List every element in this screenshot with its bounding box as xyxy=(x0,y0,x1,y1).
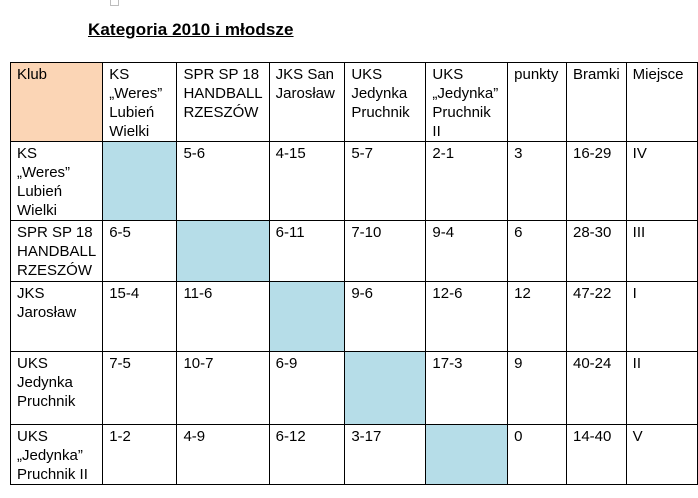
row-club-line: Wielki xyxy=(17,202,57,219)
row-club-line: Jedynka xyxy=(17,374,73,391)
header-team-line: KS xyxy=(109,66,130,83)
points-cell: 12 xyxy=(507,281,567,352)
table-row: KS „Weres” Lubień Wielki 5-6 4-15 5-7 2-… xyxy=(9,141,698,221)
row-club: UKS Jedynka Pruchnik xyxy=(9,351,104,425)
header-team-line: „Weres” xyxy=(109,85,163,102)
result-cell: 6-12 xyxy=(268,424,346,485)
place-cell: IV xyxy=(625,141,698,221)
row-club-line: Lubień xyxy=(17,183,63,200)
place-cell: III xyxy=(625,220,698,282)
header-team-line: JKS San xyxy=(275,66,335,83)
result-cell: 4-9 xyxy=(176,424,270,485)
goals-cell: 47-22 xyxy=(565,281,627,352)
result-cell: 9-6 xyxy=(344,281,427,352)
place-cell: II xyxy=(625,351,698,425)
place-cell: V xyxy=(625,424,698,485)
result-cell: 10-7 xyxy=(176,351,270,425)
header-team: JKS San Jarosław xyxy=(268,62,346,142)
result-cell: 17-3 xyxy=(425,351,509,425)
table-row: JKS Jarosław 15-4 11-6 9-6 12-6 12 47-22… xyxy=(9,281,698,352)
header-team-line: Pruchnik xyxy=(432,104,491,121)
result-cell: 6-5 xyxy=(102,220,178,282)
header-team-line: Jedynka xyxy=(351,85,408,102)
points-cell: 6 xyxy=(507,220,567,282)
result-cell: 1-2 xyxy=(102,424,178,485)
header-goals: Bramki xyxy=(565,62,627,142)
row-club-line: „Jedynka” xyxy=(17,447,83,464)
row-club-line: UKS xyxy=(17,428,48,445)
row-club-line: SPR SP 18 xyxy=(17,224,93,241)
table-header-row: Klub KS „Weres” Lubień Wielki SPR SP 18 … xyxy=(9,62,698,142)
result-cell: 7-10 xyxy=(344,220,427,282)
header-team-line: Jarosław xyxy=(275,85,335,102)
results-table: Klub KS „Weres” Lubień Wielki SPR SP 18 … xyxy=(9,62,698,485)
header-team-line: RZESZÓW xyxy=(183,104,259,121)
header-club-label: Klub xyxy=(17,66,48,83)
row-club-line: UKS xyxy=(17,355,48,372)
goals-cell: 14-40 xyxy=(565,424,627,485)
row-club-line: JKS xyxy=(17,285,45,302)
diagonal-cell xyxy=(344,351,427,425)
row-club-line: HANDBALL xyxy=(17,243,97,260)
diagonal-cell xyxy=(425,424,509,485)
row-club: UKS „Jedynka” Pruchnik II xyxy=(9,424,104,485)
table-row: UKS „Jedynka” Pruchnik II 1-2 4-9 6-12 3… xyxy=(9,424,698,485)
points-cell: 3 xyxy=(507,141,567,221)
result-cell: 9-4 xyxy=(425,220,509,282)
header-team-line: HANDBALL xyxy=(183,85,263,102)
place-cell: I xyxy=(625,281,698,352)
row-club-line: RZESZÓW xyxy=(17,262,92,279)
header-team-line: II xyxy=(432,123,441,140)
table-row: SPR SP 18 HANDBALL RZESZÓW 6-5 6-11 7-10… xyxy=(9,220,698,282)
row-club: SPR SP 18 HANDBALL RZESZÓW xyxy=(9,220,104,282)
header-place: Miejsce xyxy=(625,62,698,142)
header-club: Klub xyxy=(9,62,104,142)
result-cell: 12-6 xyxy=(425,281,509,352)
header-team-line: SPR SP 18 xyxy=(183,66,260,83)
result-cell: 5-6 xyxy=(176,141,270,221)
goals-cell: 40-24 xyxy=(565,351,627,425)
table-row: UKS Jedynka Pruchnik 7-5 10-7 6-9 17-3 9… xyxy=(9,351,698,425)
result-cell: 11-6 xyxy=(176,281,270,352)
result-cell: 4-15 xyxy=(268,141,346,221)
row-club-line: Pruchnik II xyxy=(17,466,88,483)
result-cell: 2-1 xyxy=(425,141,509,221)
header-team: UKS „Jedynka” Pruchnik II xyxy=(425,62,509,142)
header-team-line: UKS xyxy=(432,66,464,83)
header-team-line: Lubień xyxy=(109,104,155,121)
points-cell: 0 xyxy=(507,424,567,485)
document-title: Kategoria 2010 i młodsze xyxy=(88,20,294,39)
header-team-line: „Jedynka” xyxy=(432,85,499,102)
diagonal-cell xyxy=(176,220,270,282)
result-cell: 6-9 xyxy=(268,351,346,425)
header-team: SPR SP 18 HANDBALL RZESZÓW xyxy=(176,62,270,142)
header-team: KS „Weres” Lubień Wielki xyxy=(102,62,178,142)
row-club: JKS Jarosław xyxy=(9,281,104,352)
header-team-line: Wielki xyxy=(109,123,150,140)
header-points: punkty xyxy=(507,62,567,142)
result-cell: 15-4 xyxy=(102,281,178,352)
result-cell: 6-11 xyxy=(268,220,346,282)
page-corner-marker xyxy=(110,0,119,6)
header-team-line: Pruchnik xyxy=(351,104,410,121)
row-club-line: Jarosław xyxy=(17,304,77,321)
diagonal-cell xyxy=(102,141,178,221)
result-cell: 5-7 xyxy=(344,141,427,221)
row-club-line: „Weres” xyxy=(17,164,71,181)
diagonal-cell xyxy=(268,281,346,352)
row-club-line: Pruchnik xyxy=(17,393,76,410)
row-club: KS „Weres” Lubień Wielki xyxy=(9,141,104,221)
goals-cell: 16-29 xyxy=(565,141,627,221)
header-team-line: UKS xyxy=(351,66,383,83)
result-cell: 7-5 xyxy=(102,351,178,425)
row-club-line: KS xyxy=(17,145,38,162)
result-cell: 3-17 xyxy=(344,424,427,485)
goals-cell: 28-30 xyxy=(565,220,627,282)
header-team: UKS Jedynka Pruchnik xyxy=(344,62,427,142)
points-cell: 9 xyxy=(507,351,567,425)
